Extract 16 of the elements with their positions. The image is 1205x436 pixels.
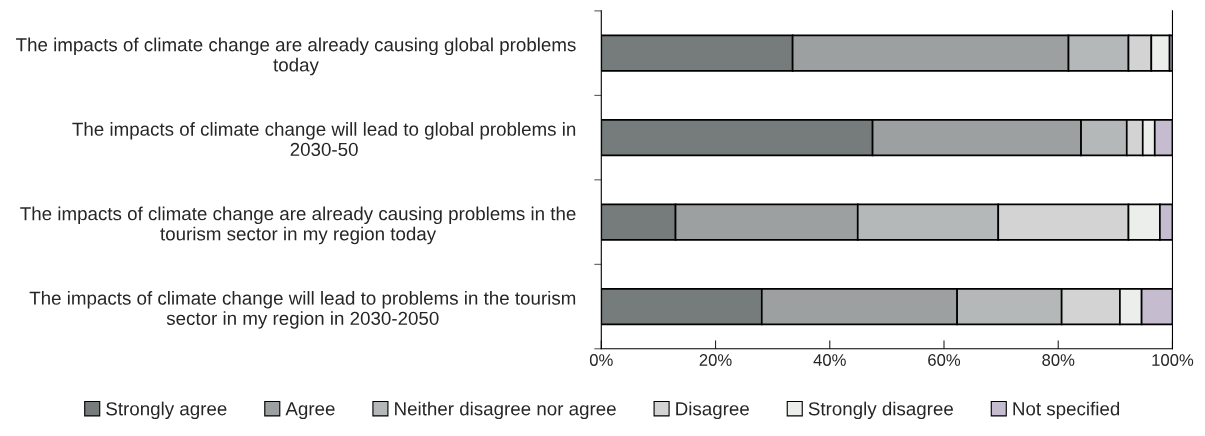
x-tick-label: 100% (1152, 354, 1194, 366)
y-tick-label: The impacts of climate change are already causing problems in the tourism sector in my region today (20, 206, 576, 245)
y-tick-label: The impacts of climate change are already causing global problems today (16, 37, 576, 76)
x-tick-label: 60% (928, 354, 961, 366)
legend-label: Neither disagree nor agree (395, 401, 616, 420)
x-tick-label: 0% (589, 354, 613, 366)
x-tick-label: 40% (813, 354, 846, 366)
legend-label: Strongly agree (106, 401, 227, 420)
legend-label: Not specified (1013, 401, 1120, 420)
y-tick-label: The impacts of climate change will lead to global problems in 2030-50 (72, 122, 576, 157)
x-tick-label: 80% (1042, 354, 1075, 366)
legend-label: Agree (285, 402, 335, 420)
x-tick-label: 20% (699, 354, 732, 366)
y-tick-label: The impacts of climate change will lead to problems in the tourism sector in my region in 2030-2050 (29, 291, 576, 329)
legend-label: Disagree (676, 401, 749, 420)
legend-label: Strongly disagree (808, 401, 953, 420)
